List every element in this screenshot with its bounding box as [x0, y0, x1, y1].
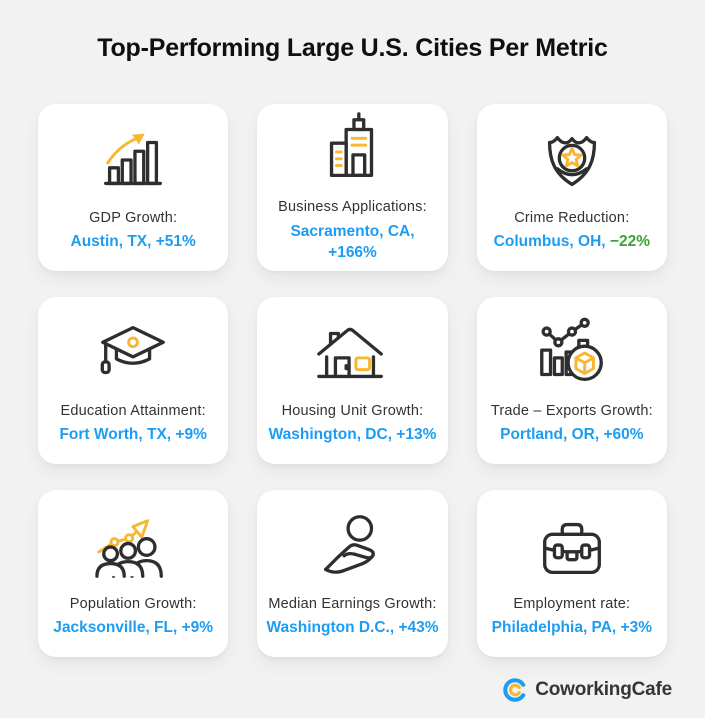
metric-value: Sacramento, CA, +166% [290, 222, 414, 264]
metric-grid: GDP Growth: Austin, TX, +51% Business Ap… [38, 104, 667, 657]
metric-label: Education Attainment: [60, 402, 206, 419]
metric-label: Population Growth: [69, 595, 197, 612]
svg-text:$: $ [355, 519, 367, 538]
coworkingcafe-logo-text: CoworkingCafe [535, 679, 672, 700]
page-title: Top-Performing Large U.S. Cities Per Met… [97, 34, 608, 62]
metric-value: Washington D.C., +43% [266, 618, 438, 639]
coworkingcafe-logo-icon [502, 677, 528, 703]
metric-value: Portland, OR, +60% [500, 425, 643, 446]
metric-value-segment: Washington D.C., +43% [266, 619, 439, 637]
metric-value-segment: −22% [609, 233, 650, 251]
metric-value-segment: Jacksonville, FL, +9% [53, 619, 214, 637]
metric-value: Philadelphia, PA, +3% [492, 618, 652, 639]
metric-card: GDP Growth: Austin, TX, +51% [38, 104, 229, 271]
police-badge-icon [524, 122, 620, 200]
metric-label: Housing Unit Growth: [281, 402, 424, 419]
footer: CoworkingCafe [0, 677, 672, 703]
metric-label: Business Applications: [278, 199, 427, 216]
metric-value-segment: Austin, TX, +51% [70, 233, 196, 251]
metric-value: Fort Worth, TX, +9% [59, 425, 206, 446]
metric-card: Education Attainment: Fort Worth, TX, +9… [38, 297, 229, 464]
office-buildings-icon [304, 111, 400, 189]
earnings-hand-coin-icon: $ [304, 508, 400, 586]
coworkingcafe-logo[interactable]: CoworkingCafe [502, 677, 672, 703]
bar-chart-growth-icon [85, 122, 181, 200]
metric-label: Median Earnings Growth: [268, 595, 437, 612]
metric-card: Population Growth: Jacksonville, FL, +9% [38, 490, 229, 657]
metric-value-segment: Portland, OR, +60% [500, 426, 644, 444]
metric-value: Washington, DC, +13% [269, 425, 437, 446]
metric-label: Crime Reduction: [514, 209, 630, 226]
metric-card: $ Median Earnings Growth: Washington D.C… [257, 490, 448, 657]
metric-label: Trade – Exports Growth: [490, 402, 653, 419]
metric-label: GDP Growth: [89, 209, 178, 226]
metric-value-segment: Sacramento, CA, +166% [290, 222, 415, 261]
metric-card: Crime Reduction: Columbus, OH, −22% [476, 104, 667, 271]
metric-value-segment: Columbus, OH, [493, 233, 610, 251]
metric-label: Employment rate: [513, 595, 631, 612]
population-growth-icon [85, 508, 181, 586]
metric-card: Business Applications: Sacramento, CA, +… [257, 104, 448, 271]
graduation-cap-icon [85, 315, 181, 393]
metric-value-segment: Fort Worth, TX, +9% [59, 426, 207, 444]
metric-value: Columbus, OH, −22% [494, 232, 650, 253]
metric-value: Austin, TX, +51% [71, 232, 196, 253]
trade-exports-icon [524, 315, 620, 393]
house-icon [304, 315, 400, 393]
metric-value: Jacksonville, FL, +9% [53, 618, 213, 639]
metric-card: Employment rate: Philadelphia, PA, +3% [476, 490, 667, 657]
metric-value-segment: Washington, DC, +13% [268, 426, 437, 444]
briefcase-icon [524, 508, 620, 586]
metric-card: Trade – Exports Growth: Portland, OR, +6… [476, 297, 667, 464]
metric-card: Housing Unit Growth: Washington, DC, +13… [257, 297, 448, 464]
metric-value-segment: Philadelphia, PA, +3% [491, 619, 652, 637]
